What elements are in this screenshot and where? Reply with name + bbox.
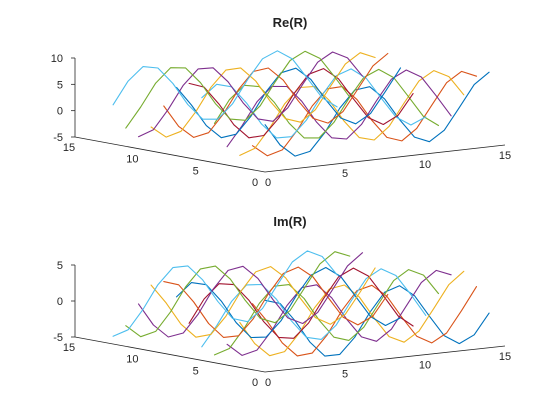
x-tick-label-im: 10 (419, 360, 431, 372)
z-tick-label-im: 5 (57, 260, 63, 272)
axes-box-im (71, 264, 506, 373)
series-line-im (163, 266, 389, 338)
series-line-re (251, 70, 478, 157)
y-tick-label-im: 10 (126, 354, 138, 366)
series-line-re (213, 68, 440, 139)
z-tick-label-re: 0 (57, 106, 63, 118)
x-tick-label-im: 0 (265, 377, 271, 389)
series-line-im (137, 252, 364, 338)
y-axis-line-re (74, 136, 266, 173)
z-tick-label-re: 5 (57, 79, 63, 91)
series-line-re (125, 50, 351, 129)
series-line-re (201, 68, 427, 139)
y-tick-label-im: 15 (63, 342, 75, 354)
series-group-re (112, 50, 490, 157)
series-line-re (150, 52, 376, 138)
y-tick-label-re: 10 (126, 154, 138, 166)
series-line-re (239, 70, 465, 156)
series-line-im (175, 266, 402, 339)
z-tick-label-re: 10 (51, 53, 63, 65)
series-line-re (175, 67, 402, 139)
y-tick-label-re: 15 (63, 142, 75, 154)
x-tick-label-re: 15 (499, 150, 511, 162)
axes-box-re (71, 57, 506, 173)
series-line-im (226, 269, 452, 356)
chart-title-re: Re(R) (273, 15, 308, 30)
x-tick-label-im: 15 (499, 351, 511, 363)
y-axis-line-im (74, 336, 266, 373)
series-line-im (112, 250, 338, 337)
x-axis-line-re (264, 144, 506, 173)
series-line-re (112, 50, 338, 120)
z-tick-label-im: -5 (53, 332, 63, 344)
y-tick-label-im: 0 (252, 377, 258, 389)
y-tick-label-im: 5 (193, 365, 199, 377)
series-line-im (150, 266, 376, 338)
x-tick-label-re: 5 (342, 168, 348, 180)
series-line-im (264, 285, 490, 357)
series-line-im (125, 251, 351, 338)
chart-title-im: Im(R) (273, 214, 306, 229)
series-line-im (188, 267, 414, 339)
series-line-im (251, 284, 478, 357)
series-group-im (112, 250, 490, 357)
z-tick-label-re: -5 (53, 132, 63, 144)
series-line-re (163, 52, 389, 138)
series-line-re (137, 51, 364, 138)
x-tick-label-im: 5 (342, 368, 348, 380)
series-line-im (201, 268, 427, 348)
y-tick-label-re: 0 (252, 177, 258, 189)
z-tick-label-im: 0 (57, 296, 63, 308)
series-line-im (213, 269, 440, 356)
series-line-re (188, 68, 414, 139)
x-tick-label-re: 10 (419, 159, 431, 171)
x-tick-label-re: 0 (265, 177, 271, 189)
x-axis-line-im (264, 345, 506, 373)
y-tick-label-re: 5 (193, 165, 199, 177)
